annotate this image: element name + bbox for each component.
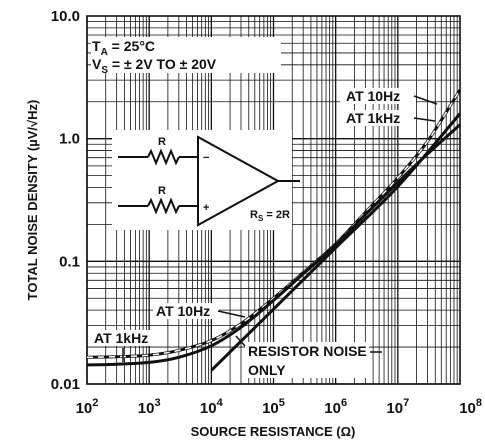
label-resistor-noise-line2: ONLY <box>248 362 286 378</box>
label-at1k-upper-bg <box>340 110 416 126</box>
label-at1k-upper: AT 1kHz <box>346 110 400 126</box>
series-line-0-dash <box>86 89 461 359</box>
x-tick-label: 102 <box>76 397 99 417</box>
x-tick-label: 106 <box>324 397 347 417</box>
label-at10-upper-bg <box>340 88 416 104</box>
x-tick-label: 107 <box>386 397 409 417</box>
series-line-1 <box>86 123 462 367</box>
x-axis-title: SOURCE RESISTANCE (Ω) <box>191 424 356 439</box>
inset-schematic <box>112 130 300 230</box>
y-tick-label: 0.01 <box>51 376 80 393</box>
label-at1k-lower: AT 1kHz <box>94 330 148 346</box>
y-tick-label: 1.0 <box>59 131 80 148</box>
condition-ta: TA = 25°C <box>92 38 155 58</box>
y-tick-label: 0.1 <box>59 253 80 270</box>
condition-vs: VS = ± 2V TO ± 20V <box>92 56 217 76</box>
inset-plus: + <box>203 202 209 214</box>
leader-resistor-noise-left <box>235 335 246 347</box>
leader-at1k-upper <box>413 117 436 122</box>
label-at1k-lower-bg <box>92 330 158 346</box>
label-at10-upper: AT 10Hz <box>346 88 400 104</box>
x-tick-label: 108 <box>459 397 482 417</box>
curves <box>86 89 462 372</box>
inset-r-bottom: R <box>158 185 166 197</box>
plot-frame <box>86 15 461 385</box>
label-at10-lower: AT 10Hz <box>156 303 210 319</box>
x-tick-labels: 102 103 104 105 106 107 108 <box>76 397 482 417</box>
x-tick-label: 104 <box>200 397 224 417</box>
inset-minus: − <box>203 152 209 164</box>
leader-at10-lower <box>217 310 246 318</box>
inset-rs: RS = 2R <box>250 209 290 223</box>
label-resistor-noise-line1: RESISTOR NOISE <box>248 343 367 359</box>
y-axis-title: TOTAL NOISE DENSITY (µV/√Hz) <box>25 100 40 301</box>
y-tick-label: 10.0 <box>51 8 80 25</box>
leader-at10-upper <box>413 95 438 105</box>
label-at10-lower-bg <box>153 303 219 319</box>
x-tick-label: 105 <box>262 397 285 417</box>
conditions-box: TA = 25°C VS = ± 2V TO ± 20V <box>91 37 281 76</box>
series-line-2 <box>210 112 462 372</box>
label-resistor-noise-bg <box>245 342 369 378</box>
inset-r-top: R <box>158 136 166 148</box>
x-tick-label: 103 <box>138 397 161 417</box>
y-tick-labels: 0.01 0.1 1.0 10.0 <box>51 8 80 393</box>
